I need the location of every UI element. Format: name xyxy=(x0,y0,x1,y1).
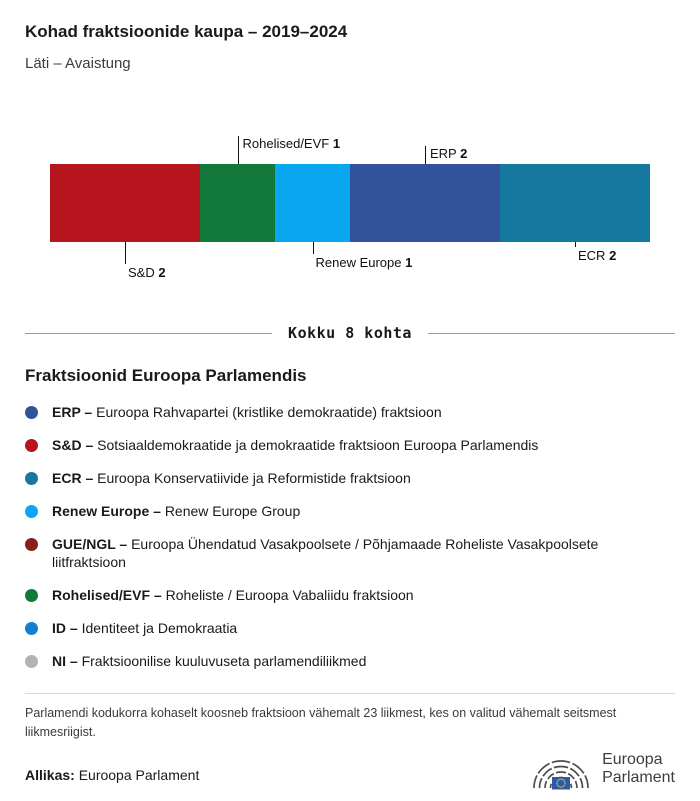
faction-desc: Euroopa Konservatiivide ja Reformistide … xyxy=(97,469,411,486)
bar-label-text: ERP 2 xyxy=(430,146,468,161)
faction-abbr: ECR – xyxy=(52,469,94,486)
faction-desc: Identiteet ja Demokraatia xyxy=(81,620,238,637)
legend-item-ni: NI – Fraktsioonilise kuuluvuseta parlame… xyxy=(25,652,675,671)
faction-color-dot xyxy=(25,655,38,669)
bar-segment-rohelised-evf[interactable] xyxy=(200,164,275,242)
bar-label-ecr: ECR 2 xyxy=(575,242,616,263)
legend-item-rohelised-evf: Rohelised/EVF – Roheliste / Euroopa Vaba… xyxy=(25,586,675,605)
footnote: Parlamendi kodukorra kohaselt koosneb fr… xyxy=(25,693,675,742)
seats-chart: S&D 2 Rohelised/EVF 1 Renew Europe 1 ERP 2 E… xyxy=(50,122,650,286)
seats-bar xyxy=(50,164,650,242)
source-label: Allikas: xyxy=(25,767,75,783)
faction-desc: Euroopa Rahvapartei (kristlike demokraat… xyxy=(96,404,442,420)
page-title: Kohad fraktsioonide kaupa – 2019–2024 xyxy=(25,22,348,41)
bar-segment-ecr[interactable] xyxy=(500,164,650,242)
faction-color-dot xyxy=(25,406,38,419)
faction-abbr: Renew Europe – xyxy=(52,502,161,519)
legend-list: ERP – Euroopa Rahvapartei (kristlike dem… xyxy=(25,403,675,671)
faction-abbr: ERP – xyxy=(52,404,93,420)
faction-desc: Sotsiaaldemokraatide ja demokraatide fra… xyxy=(97,436,539,453)
faction-desc: Euroopa Ühendatud Vasakpoolsete / Põhjam… xyxy=(52,535,599,571)
bar-label-rohelised-evf: Rohelised/EVF 1 xyxy=(237,136,341,164)
faction-abbr: ID – xyxy=(52,620,78,637)
divider-line-left xyxy=(25,332,273,334)
divider-line-right xyxy=(427,332,675,334)
logo-text-line1: Euroopa xyxy=(602,750,663,768)
faction-desc: Renew Europe Group xyxy=(164,502,301,519)
source-text: Euroopa Parlament xyxy=(78,767,200,783)
logo-text: Euroopa Parlament xyxy=(602,751,675,788)
faction-abbr: S&D – xyxy=(52,436,94,453)
faction-color-dot xyxy=(25,537,38,551)
faction-desc: Fraktsioonilise kuuluvuseta parlamendili… xyxy=(81,653,367,670)
bar-label-text: S&D 2 xyxy=(128,265,166,280)
bar-label-erp: ERP 2 xyxy=(425,146,467,164)
legend-heading: Fraktsioonid Euroopa Parlamendis xyxy=(25,366,307,385)
bar-segment-renew-europe[interactable] xyxy=(275,164,350,242)
legend-item-gue-ngl: GUE/NGL – Euroopa Ühendatud Vasakpoolset… xyxy=(25,535,675,573)
faction-color-dot xyxy=(25,504,38,518)
total-seats-label: Kokku 8 kohta xyxy=(288,324,412,342)
legend-item-erp: ERP – Euroopa Rahvapartei (kristlike dem… xyxy=(25,403,675,422)
callout-line xyxy=(575,242,576,247)
bar-segment-s-d[interactable] xyxy=(50,164,200,242)
page-subtitle: Läti – Avaistung xyxy=(25,55,131,72)
source: Allikas: Euroopa Parlament xyxy=(25,767,199,791)
bar-label-renew-europe: Renew Europe 1 xyxy=(312,242,413,270)
faction-desc: Roheliste / Euroopa Vabaliidu fraktsioon xyxy=(165,587,414,604)
european-parliament-logo: Euroopa Parlament xyxy=(530,747,675,791)
legend-item-ecr: ECR – Euroopa Konservatiivide ja Reformi… xyxy=(25,469,675,488)
bar-label-text: Renew Europe 1 xyxy=(315,255,413,270)
bar-label-text: Rohelised/EVF 1 xyxy=(242,136,341,151)
logo-text-line2: Parlament xyxy=(602,769,675,786)
faction-color-dot xyxy=(25,589,38,603)
total-seats-divider: Kokku 8 kohta xyxy=(25,324,675,342)
faction-abbr: Rohelised/EVF – xyxy=(52,587,162,604)
faction-color-dot xyxy=(25,471,38,485)
faction-abbr: GUE/NGL – xyxy=(52,535,128,552)
faction-color-dot xyxy=(25,622,38,636)
legend-item-renew-europe: Renew Europe – Renew Europe Group xyxy=(25,502,675,521)
legend-item-s-d: S&D – Sotsiaaldemokraatide ja demokraati… xyxy=(25,436,675,455)
faction-abbr: NI – xyxy=(52,653,78,670)
faction-color-dot xyxy=(25,438,38,452)
bar-label-text: ECR 2 xyxy=(578,248,617,263)
legend-item-id: ID – Identiteet ja Demokraatia xyxy=(25,619,675,638)
callout-line xyxy=(312,242,314,254)
hemicycle-logo-icon xyxy=(533,760,589,790)
bar-label-s-d: S&D 2 xyxy=(125,242,166,280)
eu-flag xyxy=(552,777,571,790)
source-row: Allikas: Euroopa Parlament xyxy=(25,747,675,791)
bar-segment-erp[interactable] xyxy=(350,164,500,242)
callout-line xyxy=(125,242,126,264)
